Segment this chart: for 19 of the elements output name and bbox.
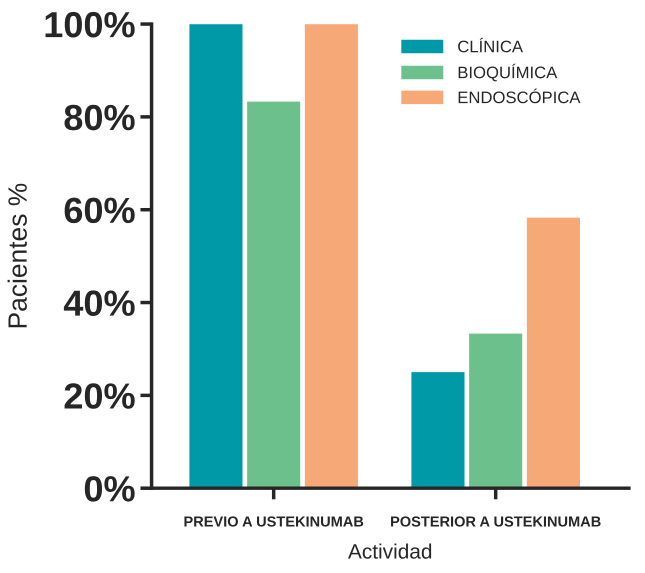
y-tick-label: 0%: [84, 476, 135, 502]
bar: [411, 372, 465, 488]
legend-label: CLÍNICA: [458, 38, 524, 52]
legend-label: BIOQUÍMICA: [458, 64, 558, 82]
y-tick-label: 40%: [64, 290, 135, 316]
bar: [304, 24, 358, 488]
bar: [469, 334, 522, 488]
y-tick-label: 20%: [64, 383, 135, 409]
x-tick-label: PREVIO A USTEKINUMAB: [184, 516, 364, 527]
bar: [526, 218, 580, 488]
x-axis-title: Actividad: [348, 543, 432, 559]
bar: [247, 102, 300, 488]
legend-label: ENDOSCÓPICA: [458, 88, 580, 104]
y-tick-label: 60%: [64, 198, 135, 224]
bar: [189, 24, 243, 488]
y-tick-label: 80%: [64, 104, 135, 130]
x-tick-label: POSTERIOR A USTEKINUMAB: [391, 516, 601, 527]
y-axis-title: Pacientes %: [8, 184, 27, 328]
y-tick-label: 100%: [46, 12, 135, 38]
